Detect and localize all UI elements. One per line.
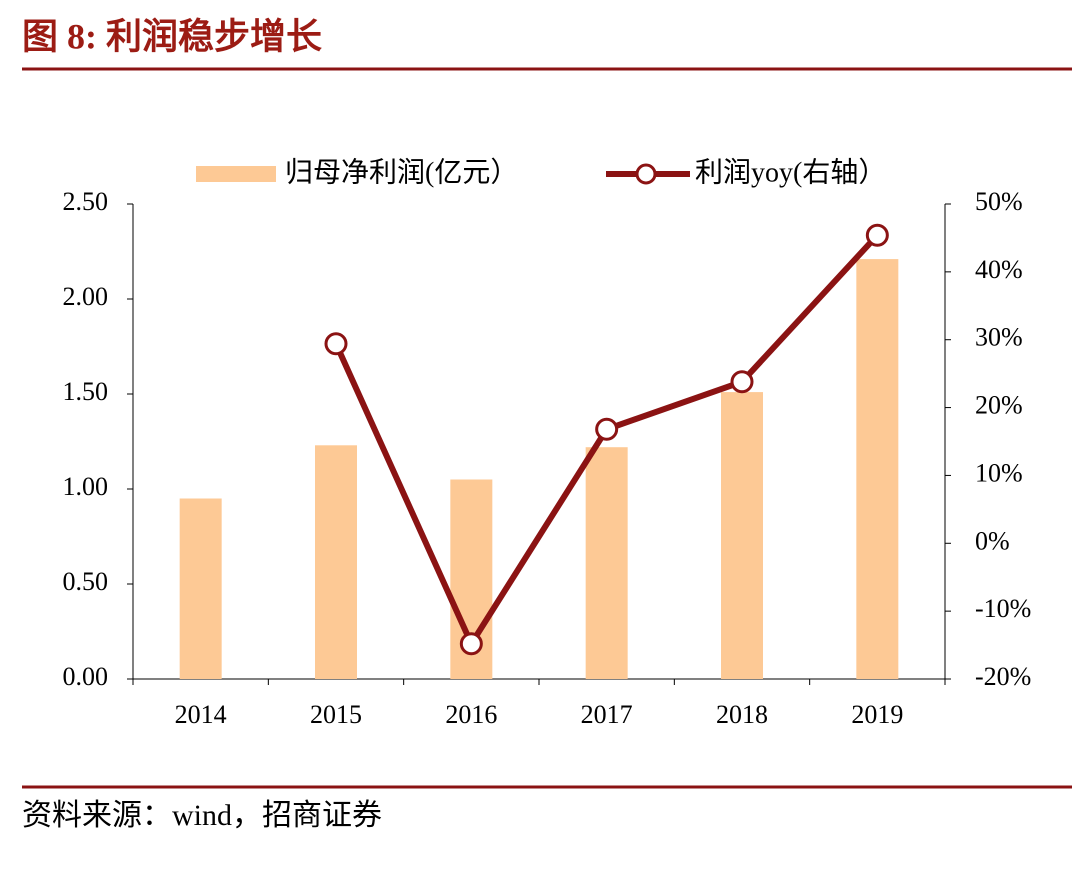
line-marker	[865, 223, 889, 247]
x-tick-label: 2018	[716, 700, 768, 729]
y-tick-label: 1.50	[63, 377, 109, 406]
x-tick-label: 2017	[581, 700, 633, 729]
legend-label: 归母净利润(亿元）	[285, 156, 518, 188]
source-note: 资料来源：wind，招商证券	[22, 799, 382, 832]
legend-marker	[635, 163, 657, 185]
y2-tick-label: -10%	[975, 594, 1031, 623]
bar	[856, 259, 899, 679]
y-tick-label: 0.00	[63, 662, 109, 691]
y2-tick-label: 0%	[975, 526, 1010, 555]
legend-label: 利润yoy(右轴）	[695, 156, 886, 188]
y-tick-label: 1.00	[63, 472, 109, 501]
bar	[585, 447, 628, 679]
line-marker	[595, 417, 619, 441]
legend-swatch	[196, 166, 276, 182]
bar	[315, 445, 357, 679]
y2-tick-label: 20%	[975, 391, 1023, 420]
bar	[721, 392, 763, 679]
y2-tick-label: 40%	[975, 255, 1023, 284]
y-tick-label: 2.50	[63, 187, 109, 216]
y-tick-label: 2.00	[63, 282, 109, 311]
x-tick-label: 2015	[310, 700, 362, 729]
x-tick-label: 2014	[175, 700, 227, 729]
line-marker	[459, 632, 483, 656]
line-marker	[730, 370, 754, 394]
chart-title: 图 8: 利润稳步增长	[22, 16, 322, 56]
x-tick-label: 2016	[445, 700, 497, 729]
x-tick-label: 2019	[851, 700, 903, 729]
y2-tick-label: 30%	[975, 323, 1023, 352]
line-marker	[324, 332, 348, 356]
y2-tick-label: 50%	[975, 187, 1023, 216]
y2-tick-label: 10%	[975, 458, 1023, 487]
y-tick-label: 0.50	[63, 567, 109, 596]
bar	[179, 498, 222, 679]
y2-tick-label: -20%	[975, 662, 1031, 691]
